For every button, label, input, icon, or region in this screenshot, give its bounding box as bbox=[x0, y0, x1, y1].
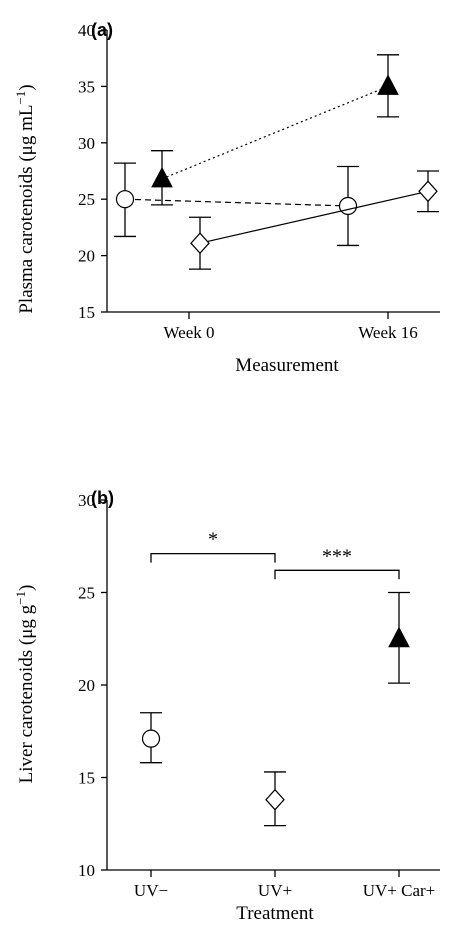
panel-b-y-tick-label-3: 25 bbox=[78, 584, 95, 603]
panel-b-y-tick-label-0: 10 bbox=[78, 861, 95, 880]
panel-a-series-1-line bbox=[199, 190, 429, 244]
panel-b-x-axis-title: Treatment bbox=[236, 903, 314, 924]
panel-a-y-tick-label-1: 20 bbox=[78, 247, 95, 266]
panel-b-significance-bracket-0 bbox=[150, 553, 276, 563]
panel-a-y-tick-label-5: 40 bbox=[78, 21, 95, 40]
panel-b-x-tick-label-0: UV− bbox=[134, 881, 168, 900]
panel-a-series-1-point-1 bbox=[418, 180, 438, 203]
panel-a-y-tick-label-2: 25 bbox=[78, 190, 95, 209]
panel-a-y-tick-label-3: 30 bbox=[78, 134, 95, 153]
panel-b-series-2-point bbox=[388, 626, 410, 648]
panel-a-x-tick-label-0: Week 0 bbox=[163, 323, 214, 342]
panel-a-x-tick-label-1: Week 16 bbox=[358, 323, 418, 342]
panel-a-y-tick-label-4: 35 bbox=[78, 77, 95, 96]
panel-a-series-2-line bbox=[161, 85, 389, 180]
panel-b-significance-label-1: *** bbox=[322, 545, 352, 567]
panel-b-liver-carotenoids: (b) Liver carotenoids (μg g−1) Treatment… bbox=[13, 488, 440, 924]
panel-b-series-0-point bbox=[141, 729, 161, 748]
panel-a-series-2-point-0 bbox=[151, 166, 173, 188]
panel-a-series-0-line bbox=[124, 198, 349, 207]
panel-a-series-0-point-0 bbox=[115, 190, 135, 209]
panel-b-y-tick-label-1: 15 bbox=[78, 769, 95, 788]
panel-b-significance-label-0: * bbox=[208, 529, 218, 551]
panel-b-significance-bracket-1 bbox=[274, 569, 400, 580]
panel-a-series-1-point-0 bbox=[190, 232, 210, 255]
panel-a-series-2-point-1 bbox=[377, 74, 399, 95]
panel-b-x-tick-label-2: UV+ Car+ bbox=[363, 881, 436, 900]
panel-a-plasma-carotenoids: (a) Plasma carotenoids (μg mL−1) Measure… bbox=[13, 20, 440, 376]
panel-b-series-1-point bbox=[265, 788, 285, 811]
panel-b-y-tick-label-4: 30 bbox=[78, 491, 95, 510]
panel-a-y-axis-title: Plasma carotenoids (μg mL−1) bbox=[13, 84, 37, 313]
panel-b-label: (b) bbox=[91, 488, 114, 508]
panel-b-y-axis-title: Liver carotenoids (μg g−1) bbox=[13, 585, 37, 784]
panel-a-y-tick-label-0: 15 bbox=[78, 303, 95, 322]
panel-b-x-tick-label-1: UV+ bbox=[258, 881, 292, 900]
panel-a-x-axis-title: Measurement bbox=[235, 355, 339, 376]
panel-a-series-0-point-1 bbox=[338, 196, 358, 216]
panel-b-y-tick-label-2: 20 bbox=[78, 676, 95, 695]
